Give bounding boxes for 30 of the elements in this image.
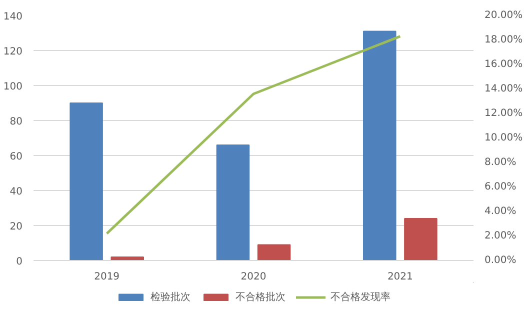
y2-tick-label: 16.00% (484, 59, 523, 70)
y2-tick-label: 0.00% (484, 255, 516, 266)
bar (216, 144, 250, 260)
y-tick-label: 120 (3, 46, 23, 58)
y2-tick-label: 8.00% (484, 157, 516, 168)
y2-tick-label: 10.00% (484, 132, 523, 144)
legend-label: 检验批次 (150, 290, 190, 304)
y-tick-label: 80 (10, 116, 23, 128)
y2-tick-label: 6.00% (484, 182, 516, 192)
bar (363, 30, 396, 260)
y-tick-label: 100 (3, 82, 23, 92)
y-tick-label: 40 (10, 186, 23, 198)
bar (257, 244, 291, 260)
bar (70, 102, 103, 260)
x-tick-label: 2019 (94, 272, 120, 282)
x-tick-label: 2021 (387, 272, 413, 282)
y-tick-label: 140 (3, 12, 23, 22)
y2-tick-label: 2.00% (484, 230, 516, 242)
y2-tick-label: 4.00% (484, 206, 516, 217)
legend-label: 不合格批次 (236, 290, 286, 304)
legend-label: 不合格发现率 (330, 290, 390, 304)
y2-tick-label: 20.00% (484, 10, 523, 21)
y2-tick-label: 18.00% (484, 34, 523, 46)
y-tick-label: 20 (10, 222, 23, 232)
y-tick-label: 0 (16, 256, 23, 268)
x-tick-label: 2020 (240, 272, 266, 282)
bar (404, 218, 438, 260)
y2-tick-label: 14.00% (484, 84, 523, 94)
y2-tick-label: 12.00% (484, 108, 523, 119)
y-tick-label: 60 (10, 152, 23, 162)
